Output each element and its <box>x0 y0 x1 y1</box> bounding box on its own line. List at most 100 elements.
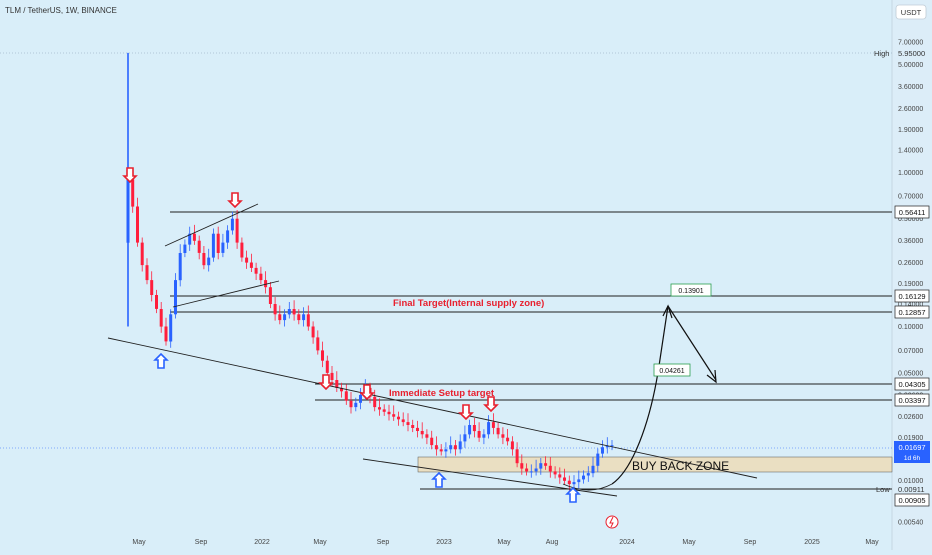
bottom-markers <box>153 352 581 503</box>
y-tick-label: 1.40000 <box>898 147 923 154</box>
projection-arrow-up-icon <box>662 304 673 319</box>
y-tick-label: 0.50000 <box>898 216 923 223</box>
candle-body <box>316 337 320 351</box>
candle-body <box>558 474 562 478</box>
candle-body <box>382 409 386 412</box>
y-tick-label: 0.01900 <box>898 435 923 442</box>
candle-body <box>359 394 362 403</box>
x-tick-label: 2025 <box>804 539 820 546</box>
candle-body <box>572 482 576 485</box>
candle-body <box>283 314 287 321</box>
candle-body <box>340 387 343 392</box>
y-tick-label: 2.60000 <box>898 106 923 113</box>
candle-body <box>520 463 524 469</box>
candle-body <box>416 427 419 431</box>
y-tick-label: 0.10000 <box>898 324 923 331</box>
candle-body <box>349 400 353 408</box>
candle-body <box>430 437 434 446</box>
price-axis-ticks: 7.00000 5.00000 3.60000 2.60000 1.90000 1.400… <box>898 40 923 527</box>
candle-body <box>397 416 400 420</box>
candle-body <box>601 447 604 454</box>
x-tick-label: May <box>865 539 879 546</box>
candle-body <box>325 360 329 373</box>
candle-body <box>563 477 566 481</box>
candle-body <box>605 446 609 448</box>
candle-body <box>211 233 215 258</box>
candle-body <box>453 445 457 450</box>
candle-body <box>378 407 381 410</box>
candle-body <box>221 242 225 253</box>
y-tick-label: 7.00000 <box>898 40 923 47</box>
lightning-event-icon[interactable] <box>605 515 619 529</box>
candle-body <box>344 391 348 401</box>
final-target-label: Final Target(Internal supply zone) <box>393 298 544 309</box>
level-badge-5: 0.03397 <box>898 396 925 405</box>
candle-body <box>444 449 448 452</box>
candle-body <box>292 309 296 315</box>
projection-arrow-down-icon <box>706 369 717 384</box>
rounding-bottom-curve <box>562 483 613 491</box>
projection-drop <box>667 305 717 381</box>
candle-body <box>330 372 334 380</box>
candle-body <box>297 314 301 321</box>
hand-down-icon <box>122 167 138 184</box>
level-badge-4: 0.04305 <box>898 380 925 389</box>
level-badges: High 5.95000 0.56411 0.16129 0.12857 0.0… <box>874 49 930 507</box>
y-tick-label: 0.00540 <box>898 520 923 527</box>
immediate-target-label: Immediate Setup target <box>389 388 495 399</box>
candle-body <box>387 411 391 415</box>
candle-body <box>582 475 585 480</box>
candle-body <box>273 304 277 315</box>
candle-body <box>321 350 324 361</box>
level-badge-3: 0.12857 <box>898 308 925 317</box>
y-tick-label: 0.19000 <box>898 281 923 288</box>
candle-body <box>311 326 315 338</box>
candle-body <box>174 280 177 315</box>
level-badge-6: 0.00905 <box>898 496 925 505</box>
y-tick-label: 0.36000 <box>898 238 923 245</box>
level-badge-1: 0.56411 <box>899 208 926 217</box>
y-tick-label: 1.90000 <box>898 127 923 134</box>
hand-up-icon <box>153 352 169 369</box>
candle-body <box>458 441 462 450</box>
candle-body <box>202 253 206 266</box>
candle-body <box>610 445 614 447</box>
candle-body <box>434 445 438 450</box>
candle-body <box>373 396 377 408</box>
candle-body <box>491 422 495 428</box>
x-tick-label: May <box>132 539 146 546</box>
descending-trendline <box>107 337 758 479</box>
candle-body <box>420 431 424 435</box>
buy-back-zone <box>417 456 893 473</box>
candle-body <box>463 434 467 442</box>
candle-body <box>406 422 410 425</box>
current-countdown: 1d 6h <box>904 455 921 462</box>
hand-up-icon <box>565 486 581 503</box>
candle-body <box>136 206 139 243</box>
candle-body <box>472 425 476 432</box>
candle-body <box>240 242 244 258</box>
candle-body <box>411 425 415 428</box>
x-tick-label: May <box>313 539 327 546</box>
level-badge-2: 0.16129 <box>898 292 925 301</box>
symbol-title[interactable]: TLM / TetherUS, 1W, BINANCE <box>5 6 117 15</box>
x-tick-label: Aug <box>546 539 559 546</box>
callout-upper-text: 0.13901 <box>678 288 703 295</box>
candle-body <box>496 427 500 435</box>
x-tick-label: 2024 <box>619 539 635 546</box>
x-tick-label: May <box>682 539 696 546</box>
callout-lower: 0.04261 <box>653 363 691 377</box>
candle-body <box>178 253 182 281</box>
projection-curve <box>611 365 660 485</box>
candle-body <box>155 295 158 309</box>
candle-body <box>553 471 557 475</box>
hand-down-icon <box>359 384 375 401</box>
callout-upper: 0.13901 <box>670 283 712 297</box>
currency-badge[interactable]: USDT <box>895 4 927 20</box>
y-tick-label: 5.00000 <box>898 62 923 69</box>
candle-body <box>596 453 600 466</box>
candle-body <box>567 480 571 485</box>
candle-body <box>392 414 396 417</box>
x-tick-label: May <box>497 539 511 546</box>
